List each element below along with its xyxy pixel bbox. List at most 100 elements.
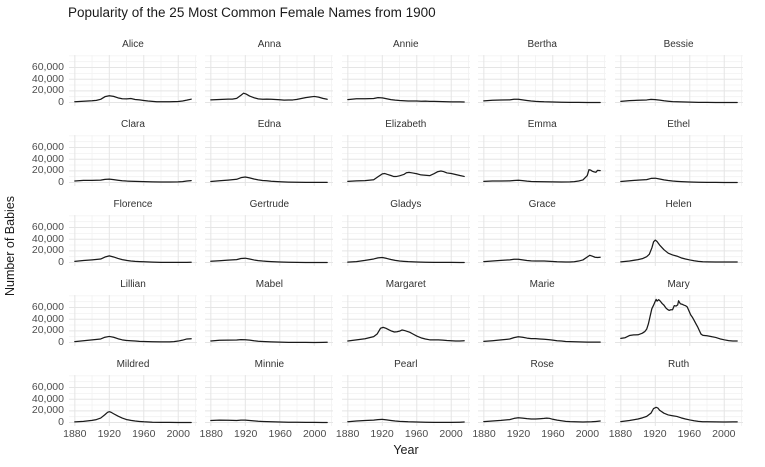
y-tick-label: 40,000 (31, 152, 64, 165)
grid-major (341, 135, 470, 186)
series-line (619, 177, 738, 184)
grid-minor (478, 215, 607, 266)
facet-label: Annie (393, 39, 419, 50)
grid-major (341, 55, 470, 106)
series-line (346, 170, 465, 183)
x-tick-label: 1880 (199, 428, 223, 440)
facet-panel (614, 375, 743, 426)
series-line (210, 92, 329, 101)
facet-panel (614, 215, 743, 266)
series-line (483, 254, 601, 263)
x-tick-label: 1920 (506, 428, 531, 440)
facet-panel (69, 55, 197, 106)
y-tick-label: 40,000 (31, 72, 64, 85)
grid-major (69, 135, 197, 186)
x-tick-label: 1880 (472, 428, 496, 440)
x-tick-label: 1920 (234, 428, 258, 440)
grid-minor (341, 215, 470, 266)
facet-label: Mary (667, 279, 690, 290)
y-tick-label: 0 (58, 336, 64, 348)
facet-label: Gladys (390, 199, 422, 210)
facet-panel (69, 375, 197, 426)
series-line (74, 255, 192, 264)
facet-label: Margaret (385, 279, 426, 290)
series-line (346, 97, 465, 103)
facet-label: Rose (530, 359, 554, 370)
y-tick-label: 20,000 (31, 244, 64, 257)
x-tick-label: 1880 (335, 428, 360, 440)
y-tick-label: 60,000 (31, 301, 64, 314)
series-line (210, 419, 329, 424)
x-tick-label: 2000 (439, 428, 463, 440)
y-tick-label: 20,000 (31, 164, 64, 177)
facet-label: Emma (527, 119, 557, 130)
grid-major (69, 55, 197, 106)
facet-label: Anna (257, 39, 282, 50)
grid-major (341, 295, 470, 346)
x-tick-label: 1880 (63, 428, 87, 440)
facet-panel (478, 135, 607, 186)
facet-label: Alice (122, 39, 144, 50)
series-line (210, 338, 329, 344)
series-line (210, 176, 329, 184)
grid-minor (341, 375, 470, 426)
series-line (483, 336, 601, 343)
grid-minor (614, 215, 743, 266)
facet-panel (205, 215, 334, 266)
facet-panel (205, 375, 334, 426)
grid-minor (478, 375, 607, 426)
grid-major (205, 375, 334, 426)
x-tick-label: 1880 (608, 428, 633, 440)
grid-minor (341, 295, 470, 346)
grid-major (205, 55, 334, 106)
x-tick-label: 2000 (166, 428, 190, 440)
y-tick-label: 20,000 (31, 324, 64, 337)
grid-major (341, 375, 470, 426)
grid-major (614, 135, 743, 186)
series-line (483, 98, 601, 104)
series-line (346, 256, 465, 264)
y-tick-label: 40,000 (31, 312, 64, 325)
facet-panel (69, 295, 197, 346)
series-line (74, 411, 192, 424)
facet-label: Gertrude (249, 199, 290, 210)
y-tick-label: 0 (58, 176, 64, 188)
facet-panel (341, 375, 470, 426)
facet-panel (341, 55, 470, 106)
grid-major (69, 375, 197, 426)
x-tick-label: 2000 (575, 428, 600, 440)
x-tick-label: 1920 (97, 428, 121, 440)
x-tick-label: 1960 (268, 428, 292, 440)
x-tick-label: 1960 (132, 428, 156, 440)
y-tick-label: 60,000 (31, 61, 64, 74)
facet-label: Helen (665, 199, 692, 210)
facet-label: Ruth (668, 359, 690, 370)
facet-panel (478, 55, 607, 106)
facet-label: Minnie (254, 359, 285, 370)
grid-minor (205, 135, 334, 186)
facet-panel (614, 295, 743, 346)
grid-major (614, 375, 743, 426)
facet-panel (69, 135, 197, 186)
facet-panel (341, 215, 470, 266)
series-line (74, 335, 192, 343)
facet-label: Clara (121, 119, 145, 130)
grid-major (341, 215, 470, 266)
facet-label: Edna (257, 119, 282, 130)
series-line (346, 418, 465, 424)
grid-major (205, 215, 334, 266)
grid-minor (478, 295, 607, 346)
series-line (210, 257, 329, 264)
grid-minor (69, 55, 197, 106)
x-tick-label: 1960 (404, 428, 429, 440)
facet-panel (478, 215, 607, 266)
facet-panel (478, 375, 607, 426)
x-tick-label: 1920 (370, 428, 394, 440)
series-line (346, 326, 465, 342)
y-tick-label: 0 (58, 416, 64, 428)
series-line (483, 417, 601, 423)
grid-minor (69, 135, 197, 186)
facet-panel (341, 295, 470, 346)
facet-panel (205, 55, 334, 106)
facet-label: Marie (529, 279, 555, 290)
